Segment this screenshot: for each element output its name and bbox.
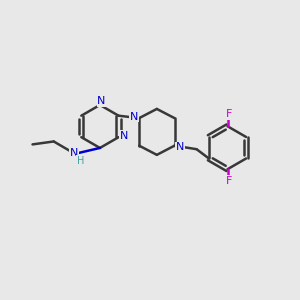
- Text: H: H: [76, 156, 84, 166]
- Text: N: N: [176, 142, 184, 152]
- Text: F: F: [226, 176, 232, 186]
- Text: N: N: [120, 131, 128, 141]
- Text: N: N: [70, 148, 78, 158]
- Text: F: F: [226, 110, 232, 119]
- Text: N: N: [130, 112, 138, 122]
- Text: N: N: [97, 96, 106, 106]
